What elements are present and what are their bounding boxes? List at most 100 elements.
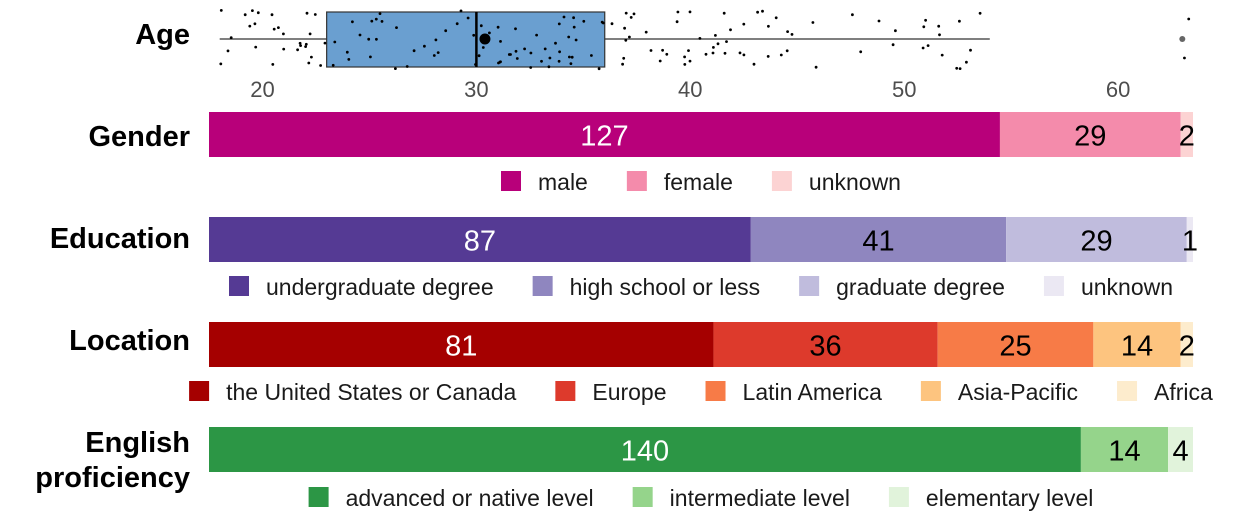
legend-swatch [229,276,249,296]
jitter-point [729,28,732,32]
jitter-point [270,13,274,17]
jitter-point [779,53,783,57]
jitter-point [722,11,726,15]
jitter-point [859,50,863,54]
bar-segment-label: 29 [1080,226,1112,258]
jitter-point [938,33,941,37]
jitter-point [523,47,526,51]
boxplot-mean-point [479,33,491,45]
jitter-point [243,13,247,17]
legend-swatch [705,381,726,401]
bar-segment-label: 25 [999,331,1031,363]
bar-segment-advanced-or-native-level [209,427,1081,472]
jitter-point [811,21,815,24]
jitter-point [405,65,409,68]
row-label-education: Education [50,223,190,255]
bar-segment-label: 1 [1182,226,1198,258]
legend-label: Africa [1154,379,1213,405]
jitter-point [965,60,968,64]
jitter-point [515,57,519,60]
jitter-point [623,26,626,30]
jitter-point [574,38,578,42]
jitter-point [687,49,690,52]
jitter-point [477,54,481,58]
legend-education: undergraduate degree high school or less g… [229,274,1173,300]
jitter-point [629,16,633,19]
legend-label: Latin America [743,379,883,405]
jitter-point [375,37,378,41]
jitter-point [436,51,440,54]
jitter-point [572,16,575,20]
bar-segment-latin-america [937,322,1094,367]
bar-segment-graduate-degree [1006,217,1187,262]
jitter-point [786,30,789,33]
legend-label: Asia-Pacific [958,379,1078,405]
jitter-point [851,13,854,17]
bar-segment-label: 127 [580,121,628,153]
jitter-point [380,20,384,23]
bar-segment-label: 36 [809,331,841,363]
jitter-point [394,67,397,70]
jitter-point [529,51,533,55]
jitter-point [358,33,362,37]
bar-segment-label: 29 [1074,121,1106,153]
legend-swatch [1043,276,1064,296]
legend-swatch [771,171,792,191]
jitter-point [661,48,664,52]
jitter-point [455,22,459,26]
jitter-point [570,55,574,59]
jitter-point [704,52,708,56]
x-tick-label: 50 [892,77,916,102]
legend-gender: male female unknown [501,169,901,195]
jitter-point [248,24,252,28]
jitter-point [632,12,636,16]
jitter-point [624,38,628,42]
legend-label: Europe [592,379,666,405]
jitter-point [676,10,680,14]
jitter-point [600,20,604,24]
jitter-point [251,9,254,13]
bar-segment-label: 87 [464,226,496,258]
legend-swatch [189,381,210,401]
jitter-point [644,30,648,34]
jitter-point [529,66,533,69]
jitter-point [547,65,551,69]
legend-swatch [532,276,553,296]
jitter-point [891,43,895,47]
bar-segment-label: 81 [445,331,477,363]
jitter-point [219,9,223,12]
legend-swatch [1117,381,1138,401]
jitter-point [310,55,313,59]
bar-segment-intermediate-level [1080,427,1169,472]
jitter-point [499,40,502,43]
jitter-point [423,44,426,48]
row-label-english-proficiency: English proficiency [35,427,190,494]
legend-label: unknown [1081,274,1173,300]
jitter-point [554,41,557,45]
jitter-point [711,51,715,55]
jitter-point [683,63,687,66]
jitter-point [675,20,679,24]
jitter-point [219,62,223,66]
jitter-point [665,52,669,56]
jitter-point [459,9,463,13]
jitter-point [725,40,728,43]
jitter-point [432,54,436,57]
jitter-point [253,22,257,26]
jitter-point [298,41,302,45]
jitter-point [597,67,601,71]
jitter-point [624,11,628,15]
jitter-point [543,47,547,51]
bar-segment-undergraduate-degree [209,217,751,262]
jitter-point [940,53,944,57]
legend-label: elementary level [926,485,1093,511]
jitter-point [466,16,470,20]
bar-segment-the-united-states-or-canada [209,322,714,367]
legend-label: intermediate level [670,485,850,511]
jitter-point [590,54,593,57]
jitter-points [219,9,1191,71]
jitter-point [922,25,926,29]
jitter-point [299,44,302,47]
jitter-point [752,62,756,66]
jitter-point [688,59,692,63]
